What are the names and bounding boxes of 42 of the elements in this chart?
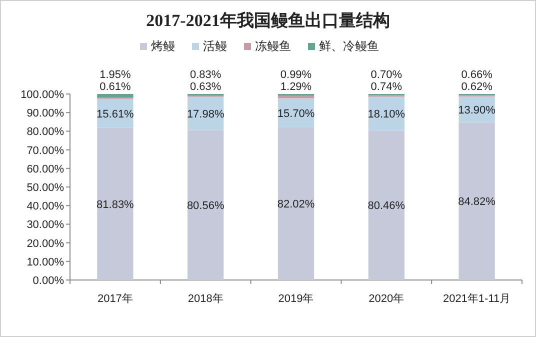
data-label: 17.98% <box>186 108 224 120</box>
data-label: 80.46% <box>368 200 406 212</box>
data-label: 15.61% <box>96 108 134 120</box>
data-label: 82.02% <box>277 198 315 211</box>
x-tick-label: 2020年 <box>368 293 404 305</box>
data-label: 0.63% <box>190 81 222 93</box>
y-tick-label: 100.00% <box>20 89 64 101</box>
data-label: 0.66% <box>461 69 493 81</box>
data-label: 13.90% <box>458 104 496 116</box>
data-label: 18.10% <box>368 108 406 121</box>
data-label: 81.83% <box>96 198 134 211</box>
legend-label: 鲜、冷鳗鱼 <box>319 39 379 53</box>
x-tick-label: 2017年 <box>97 293 133 305</box>
y-tick-label: 20.00% <box>26 238 64 250</box>
x-tick-label: 2021年1-11月 <box>442 293 511 305</box>
data-label: 0.70% <box>370 69 402 81</box>
data-label: 0.74% <box>370 81 402 93</box>
y-tick-label: 80.00% <box>26 126 64 138</box>
data-label: 0.62% <box>461 81 493 93</box>
legend-label: 烤鳗 <box>151 39 175 53</box>
y-tick-label: 30.00% <box>26 219 64 232</box>
y-tick-label: 0.00% <box>32 275 64 287</box>
x-tick-label: 2018年 <box>188 293 224 305</box>
data-label: 0.99% <box>280 69 312 81</box>
data-label: 84.82% <box>458 196 496 208</box>
x-tick-label: 2019年 <box>278 293 314 305</box>
data-label: 1.29% <box>280 81 312 93</box>
data-label: 0.61% <box>100 81 132 93</box>
legend-label: 活鳗 <box>203 39 227 53</box>
chart-title: 2017-2021年我国鳗鱼出口量结构 <box>146 11 390 30</box>
legend-label: 冻鳗鱼 <box>255 39 291 53</box>
y-tick-label: 90.00% <box>26 108 64 120</box>
data-label: 15.70% <box>277 108 315 120</box>
bar <box>97 94 134 98</box>
y-tick-label: 10.00% <box>26 256 64 268</box>
y-tick-label: 70.00% <box>26 144 64 157</box>
y-tick-label: 60.00% <box>26 163 64 176</box>
data-label: 0.83% <box>190 69 222 81</box>
y-tick-label: 40.00% <box>26 200 64 213</box>
data-label: 80.56% <box>186 200 224 212</box>
y-tick-label: 50.00% <box>26 182 64 194</box>
data-label: 1.95% <box>100 69 132 81</box>
